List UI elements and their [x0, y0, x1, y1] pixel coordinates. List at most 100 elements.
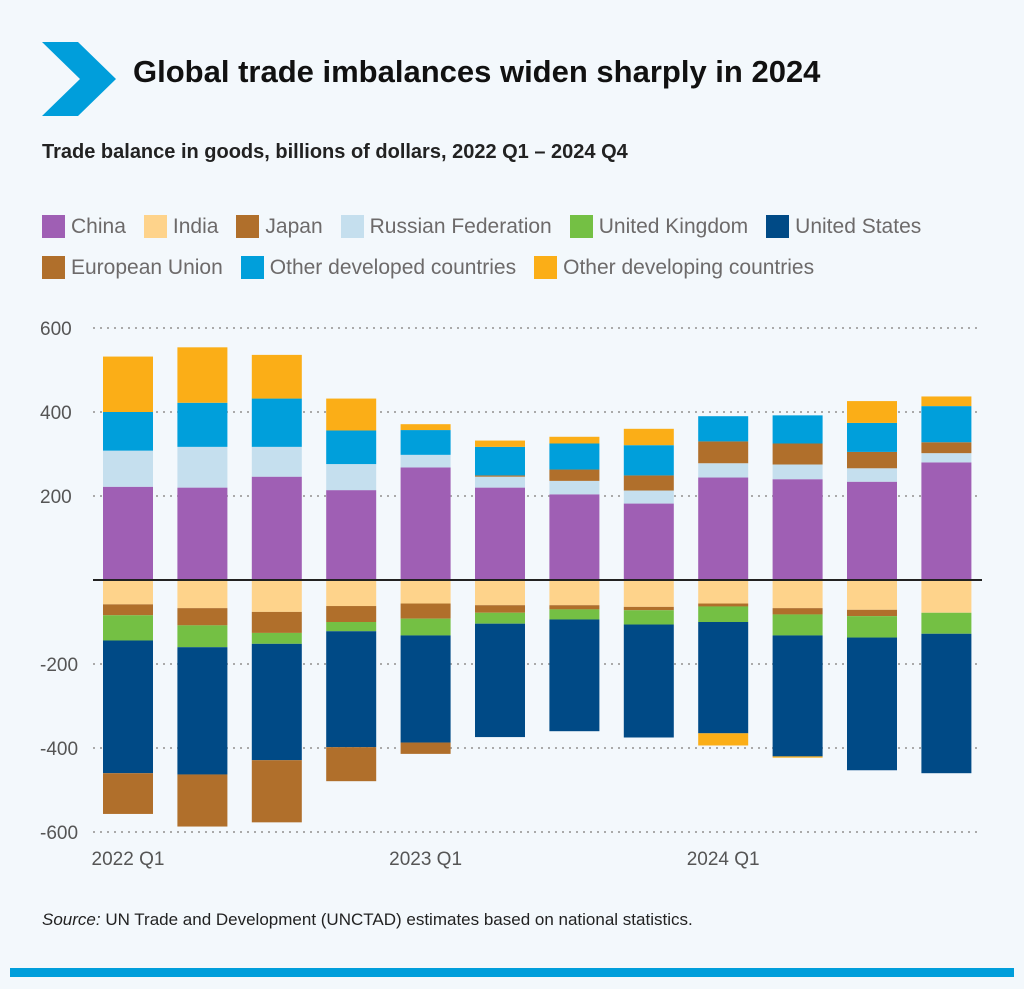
source-note: Source: UN Trade and Development (UNCTAD… — [42, 910, 693, 930]
bar-segment — [251, 580, 302, 612]
bar-segment — [772, 415, 823, 444]
bar-segment — [549, 580, 600, 606]
bar-segment — [177, 774, 228, 827]
bar-segment — [698, 580, 749, 604]
bar-segment — [103, 580, 153, 605]
legend-item: Russian Federation — [340, 214, 552, 239]
chevron-logo-icon — [42, 42, 116, 116]
bar-segment — [698, 463, 749, 478]
bar-segment — [326, 622, 377, 632]
bar-segment — [400, 467, 451, 580]
legend-item: India — [143, 214, 219, 239]
bar-segment — [772, 443, 823, 465]
bar-segment — [475, 605, 525, 613]
x-tick-label: 2024 Q1 — [687, 849, 760, 870]
bar-segment — [400, 424, 451, 431]
bar-segment — [475, 446, 525, 476]
bar-segment — [623, 490, 674, 504]
legend-item: European Union — [42, 256, 223, 280]
bar-segment — [698, 416, 749, 442]
source-label: Source: — [42, 910, 101, 929]
bar-segment — [772, 464, 823, 480]
bar-segment — [103, 486, 153, 580]
bar-segment — [475, 612, 525, 624]
bar-segment — [623, 503, 674, 580]
bar-segment — [921, 612, 972, 634]
bar-segment — [475, 440, 525, 447]
page-title: Global trade imbalances widen sharply in… — [133, 54, 821, 89]
bar-segment — [177, 402, 228, 447]
legend-swatch — [42, 215, 65, 238]
bar-segment — [549, 494, 600, 580]
bar-segment — [698, 477, 749, 580]
bar-segment — [475, 476, 525, 488]
bar-segment — [847, 609, 897, 617]
bar-segment — [847, 637, 897, 771]
legend: China India Japan Russian Federation United … — [42, 206, 1002, 288]
bar-segment — [772, 608, 823, 615]
legend-label: Other developing countries — [563, 255, 815, 279]
bar-segment — [772, 635, 823, 757]
bar-segment — [549, 480, 600, 495]
bar-segment — [326, 430, 377, 465]
bar-segment — [326, 747, 377, 782]
bar-segment — [326, 580, 377, 607]
legend-label: India — [172, 214, 219, 238]
bar-segment — [103, 412, 153, 451]
bar-segment — [251, 446, 302, 477]
bar-segment — [921, 406, 972, 443]
bar-segment — [847, 481, 897, 580]
bar-segment — [177, 446, 228, 488]
bar-segment — [177, 487, 228, 580]
bar-segment — [475, 487, 525, 580]
legend-label: Russian Federation — [369, 214, 552, 238]
legend-swatch — [340, 215, 364, 238]
bar-segment — [698, 441, 749, 464]
bar-segment — [623, 610, 674, 625]
bar-segment — [623, 475, 674, 491]
bar-segment — [251, 643, 302, 761]
bar-segment — [772, 479, 823, 580]
stacked-bar-chart: 600 400 200 -200 -400 -600 2022 Q1 2023 Q1 2024 … — [40, 319, 982, 870]
bar-segment — [177, 608, 228, 626]
bar-segment — [177, 625, 228, 648]
bar-segment — [921, 396, 972, 407]
bar-segment — [475, 623, 525, 738]
legend-swatch — [766, 215, 790, 238]
bar-segment — [698, 606, 749, 622]
source-text: UN Trade and Development (UNCTAD) estima… — [100, 910, 693, 929]
x-tick-label: 2022 Q1 — [92, 849, 165, 870]
bar-segment — [847, 422, 897, 452]
bar-segment — [921, 580, 972, 613]
y-tick-label: 200 — [40, 487, 72, 508]
chart-subtitle: Trade balance in goods, billions of doll… — [42, 141, 628, 163]
bar-segment — [847, 580, 897, 610]
legend-item: Other developed countries — [240, 256, 516, 280]
bar-segment — [847, 468, 897, 482]
bar-segment — [400, 454, 451, 468]
bar-segment — [549, 469, 600, 481]
bar-segment — [400, 742, 451, 754]
legend-item: Other developing countries — [534, 256, 814, 280]
bar-segment — [475, 580, 525, 606]
y-tick-label: -200 — [40, 655, 78, 676]
legend-label: China — [71, 214, 126, 238]
bar-segment — [698, 603, 749, 607]
bar-segment — [251, 611, 302, 633]
legend-swatch — [236, 215, 260, 238]
bar-segment — [623, 428, 674, 446]
bar-segment — [921, 462, 972, 580]
bar-segment — [921, 442, 972, 454]
bar-segment — [103, 640, 153, 774]
bar-segment — [772, 580, 823, 609]
x-tick-label: 2023 Q1 — [389, 849, 462, 870]
bar-segment — [698, 733, 749, 746]
legend-swatch — [569, 215, 593, 238]
bar-segment — [623, 606, 674, 611]
bar-segment — [847, 451, 897, 469]
legend-item: United States — [766, 215, 921, 239]
legend-swatch — [42, 256, 65, 279]
bar-segment — [251, 632, 302, 644]
bar-segment — [400, 430, 451, 455]
bar-segment — [400, 635, 451, 743]
